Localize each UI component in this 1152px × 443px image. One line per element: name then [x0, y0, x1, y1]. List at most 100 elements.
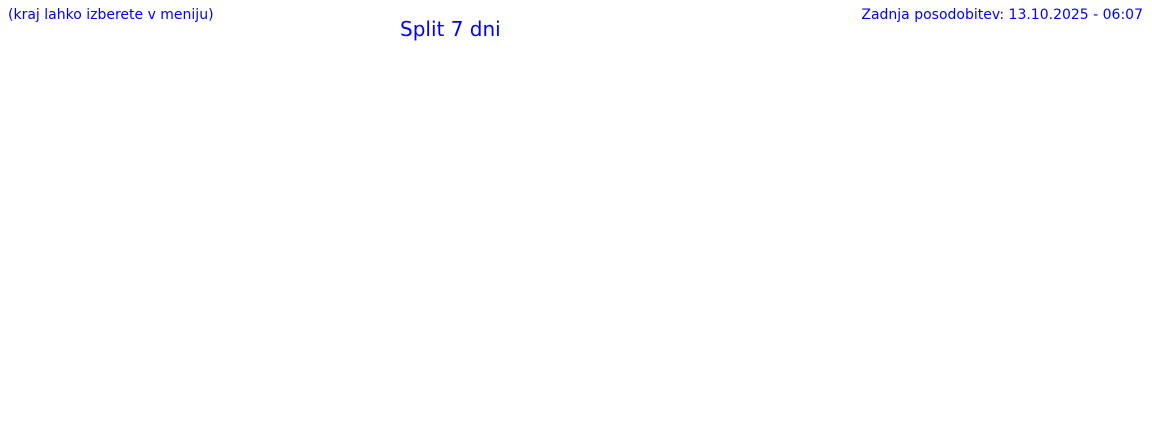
wind-feather — [544, 138, 552, 142]
wind-staff — [1035, 148, 1062, 156]
moon-crescent — [959, 101, 972, 125]
wind-barb-icon — [371, 139, 387, 165]
sun-ray — [635, 104, 640, 109]
sun-disc — [582, 105, 596, 119]
wind-barb-icon — [176, 142, 200, 162]
cloud-density-cell — [620, 181, 771, 321]
wind-staff — [658, 144, 682, 160]
day-date: 15.10 — [447, 75, 496, 95]
hour-tick-label: 18 — [633, 363, 655, 383]
temperature-label: 15 — [151, 279, 171, 298]
sun-ray — [219, 107, 225, 112]
wind-feather — [196, 143, 200, 151]
sun-ray — [201, 118, 207, 123]
cloud-shape — [1002, 110, 1025, 124]
sun-ray — [309, 103, 314, 109]
wind-staff — [950, 146, 976, 158]
wind-feather — [1007, 139, 1015, 142]
page-title: Split 7 dni — [400, 17, 501, 41]
cloud-density-cell — [333, 307, 346, 330]
wind-barb-icon — [709, 145, 735, 159]
wind-feather — [489, 143, 493, 151]
cloud-shape — [589, 110, 612, 124]
sun-icon — [166, 102, 192, 128]
hour-tick-label: 18 — [220, 363, 242, 383]
region-hint[interactable]: (kraj lahko izberete v meniju) — [8, 7, 214, 23]
sun-icon — [476, 102, 502, 128]
wind-barb-icon — [642, 139, 663, 162]
day-name: sreda — [448, 54, 495, 74]
cloud-density-cell — [896, 268, 914, 275]
moon-crescent — [821, 101, 834, 125]
wind-staff — [316, 141, 335, 163]
precip-tick-label: 0 — [113, 350, 124, 370]
hour-tick-label: 12 — [461, 363, 483, 383]
sun-ray — [185, 118, 191, 123]
sun-ray — [338, 105, 343, 110]
cloud-density-cell — [419, 294, 461, 310]
day-shade — [988, 97, 1058, 359]
sun-ray — [592, 117, 596, 122]
wind-feather — [645, 144, 648, 152]
wind-feather — [542, 148, 546, 156]
sun-ray — [619, 113, 624, 118]
day-name: nedelja — [992, 54, 1054, 74]
sun-icon — [200, 102, 226, 128]
sun-ray — [182, 103, 186, 109]
wind-barb-icon — [469, 142, 493, 162]
drizzle-marks: " — [693, 124, 699, 138]
wind-barb-icon — [829, 151, 857, 159]
wind-barb-icon — [252, 138, 265, 165]
density-legend-swatch — [978, 384, 1009, 399]
wind-feather — [404, 148, 408, 156]
wind-barb-icon — [591, 141, 613, 163]
wind-feather — [213, 139, 221, 144]
wind-feather — [380, 139, 387, 146]
sun-ray — [1027, 114, 1032, 119]
temperature-label: 14 — [565, 294, 585, 313]
cloud-shape — [681, 102, 707, 118]
temp-tick-label: 25 — [44, 163, 66, 183]
cloud-sun-icon — [852, 100, 882, 125]
sun-disc — [444, 105, 458, 119]
cloud-height-axis-title: Višina oblakov (km) — [1128, 172, 1150, 359]
temperature-label: 20 — [611, 244, 631, 263]
sun-ray — [889, 114, 894, 119]
hour-tick-label: 18 — [909, 363, 931, 383]
wind-staff — [1007, 140, 1022, 164]
sun-ray — [583, 102, 587, 107]
day-shade — [299, 97, 369, 359]
sun-ray — [893, 102, 897, 107]
cloud-shape — [415, 109, 438, 123]
cloud-shape — [381, 109, 404, 123]
cloud-shape — [139, 109, 162, 123]
precip-bar — [748, 275, 753, 359]
wind-barb-icon — [901, 142, 924, 162]
hour-tick-label: 18 — [357, 363, 379, 383]
wind-barb-icon — [1007, 139, 1022, 164]
wind-staff — [726, 144, 751, 160]
wind-staff — [762, 142, 784, 162]
wind-feather — [513, 138, 521, 143]
wind-feather — [471, 142, 476, 150]
day-name: sobota — [856, 54, 914, 74]
copyright-link: © vreme.us & vreme.pro — [500, 389, 675, 405]
cloud-shape — [789, 105, 818, 123]
sun-ray — [623, 101, 627, 106]
wind-staff — [786, 139, 795, 165]
moon-crescent — [1066, 103, 1078, 127]
sun-ray — [323, 107, 328, 112]
wind-feather — [990, 148, 994, 156]
sun-ray — [492, 103, 497, 109]
wind-feather — [294, 139, 301, 146]
day-date: 19.10 — [999, 75, 1048, 95]
cloud-density-cell — [127, 181, 168, 215]
sun-ray — [454, 117, 458, 122]
wind-staff — [916, 144, 941, 160]
moon-cloud-icon — [373, 101, 404, 125]
hour-tick-label: 06 — [564, 363, 586, 383]
day-abbr-tick-label: tor — [253, 363, 277, 383]
day-abbr-tick-label: pet — [664, 363, 692, 383]
night-shade — [816, 97, 955, 359]
wind-staff — [608, 142, 629, 162]
